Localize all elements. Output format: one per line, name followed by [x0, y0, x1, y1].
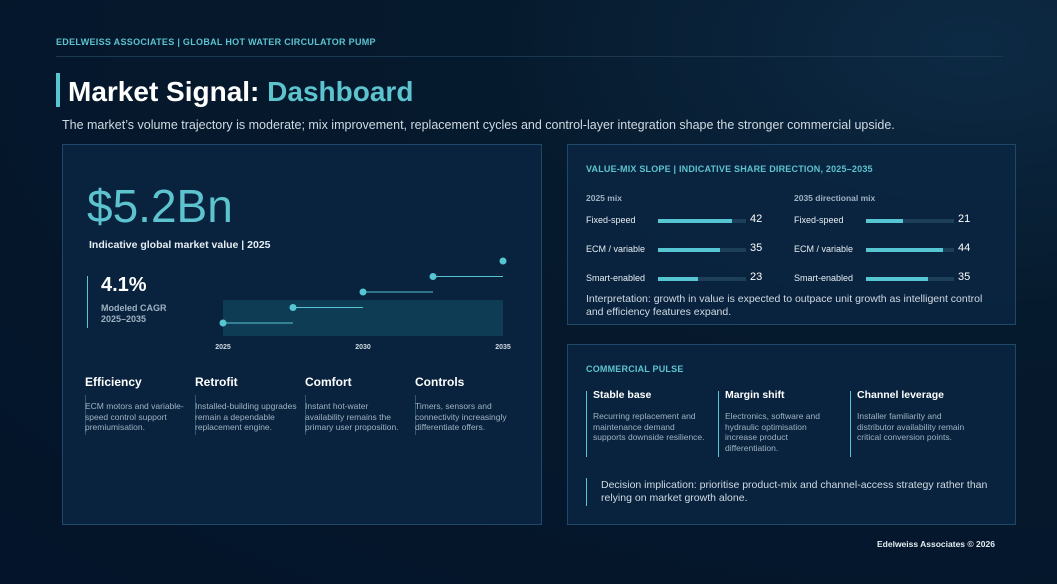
trend-tick-label: 2035: [495, 344, 511, 351]
mix-row-value: 44: [958, 242, 971, 254]
pulse-text: Installer familiarity and distributor av…: [857, 411, 965, 442]
trend-point: [429, 273, 437, 280]
header-divider: [56, 56, 1003, 57]
pillar-text: Instant hot-water availability remains t…: [305, 401, 399, 432]
mix-heading: VALUE-MIX SLOPE | INDICATIVE SHARE DIREC…: [586, 164, 873, 174]
mix-row: ECM / variable 44: [794, 242, 984, 258]
mix-row: Fixed-speed 42: [586, 213, 776, 229]
mix-row: Smart-enabled 23: [586, 271, 776, 287]
page-title-accent: Dashboard: [267, 76, 414, 107]
mix-bar-track: [866, 248, 954, 252]
trend-tick-label: 2025: [215, 344, 231, 351]
mix-2035-title: 2035 directional mix: [794, 193, 876, 203]
page-title: Market Signal: Dashboard: [68, 76, 413, 108]
mix-row-value: 35: [958, 271, 971, 283]
mix-bar-track: [658, 277, 746, 281]
market-value-panel: $5.2Bn Indicative global market value | …: [62, 144, 542, 525]
cagr-accent-bar: [87, 276, 88, 328]
mix-row-value: 42: [750, 213, 763, 225]
decision-implication: Decision implication: prioritise product…: [601, 479, 988, 504]
mix-row-label: ECM / variable: [586, 244, 646, 254]
trend-point: [359, 288, 367, 296]
mix-row: Smart-enabled 35: [794, 271, 984, 287]
pulse-item-channel-leverage: Channel leverage Installer familiarity a…: [850, 389, 970, 457]
pillar-divider: [85, 395, 86, 435]
pulse-title: Channel leverage: [857, 389, 944, 401]
pillar-divider: [195, 395, 196, 435]
mix-row: ECM / variable 35: [586, 242, 776, 258]
footer-copyright: Edelweiss Associates © 2026: [877, 539, 995, 549]
mix-bar-fill: [866, 277, 928, 281]
mix-row-value: 35: [750, 242, 763, 254]
mix-row-label: Fixed-speed: [586, 215, 636, 225]
mix-bar-fill: [866, 219, 903, 223]
pillar-title: Efficiency: [85, 375, 142, 389]
market-value-caption: Indicative global market value | 2025: [89, 239, 271, 251]
pulse-item-stable-base: Stable base Recurring replacement and ma…: [586, 389, 706, 457]
decision-accent-bar: [586, 478, 587, 506]
mix-2025-title: 2025 mix: [586, 193, 622, 203]
mix-bar-track: [658, 248, 746, 252]
mix-row: Fixed-speed 21: [794, 213, 984, 229]
growth-trend-chart: 2025 2030 2035: [215, 257, 511, 351]
pulse-text: Electronics, software and hydraulic opti…: [725, 411, 820, 453]
mix-bar-fill: [658, 277, 699, 281]
mix-bar-track: [866, 219, 954, 223]
market-value: $5.2Bn: [87, 180, 233, 232]
value-mix-panel: VALUE-MIX SLOPE | INDICATIVE SHARE DIREC…: [567, 144, 1016, 325]
mix-row-value: 23: [750, 271, 763, 283]
pulse-title: Stable base: [593, 389, 652, 401]
pillar-text: Installed-building upgrades remain a dep…: [195, 401, 297, 432]
trend-point: [289, 304, 297, 311]
cagr-value: 4.1%: [101, 274, 147, 296]
pillar-title: Retrofit: [195, 375, 238, 389]
pillar-title: Comfort: [305, 375, 352, 389]
trend-point: [219, 319, 227, 327]
pulse-text: Recurring replacement and maintenance de…: [593, 411, 705, 442]
mix-bar-track: [866, 277, 954, 281]
pillar-text: Timers, sensors and connectivity increas…: [415, 401, 507, 432]
pulse-accent-bar: [850, 391, 851, 457]
mix-bar-track: [658, 219, 746, 223]
trend-point: [499, 257, 507, 265]
pulse-title: Margin shift: [725, 389, 785, 401]
mix-bar-fill: [658, 219, 732, 223]
mix-row-label: Smart-enabled: [586, 273, 646, 283]
mix-bar-fill: [658, 248, 720, 252]
mix-row-value: 21: [958, 213, 971, 225]
pulse-accent-bar: [586, 391, 587, 457]
page-title-main: Market Signal:: [68, 76, 268, 107]
pulse-item-margin-shift: Margin shift Electronics, software and h…: [718, 389, 838, 457]
pulse-accent-bar: [718, 391, 719, 457]
mix-row-label: Smart-enabled: [794, 273, 854, 283]
trend-tick-label: 2030: [355, 344, 371, 351]
pulse-heading: COMMERCIAL PULSE: [586, 364, 684, 374]
mix-row-label: ECM / variable: [794, 244, 854, 254]
commercial-pulse-panel: COMMERCIAL PULSE Stable base Recurring r…: [567, 344, 1016, 525]
mix-row-label: Fixed-speed: [794, 215, 844, 225]
mix-interpretation: Interpretation: growth in value is expec…: [586, 293, 983, 318]
page-subtitle: The market’s volume trajectory is modera…: [62, 118, 895, 132]
title-accent-bar: [56, 73, 60, 107]
pillar-divider: [415, 395, 416, 435]
pillar-title: Controls: [415, 375, 465, 389]
mix-bar-fill: [866, 248, 944, 252]
chart-band: [223, 300, 503, 336]
cagr-label: Modeled CAGR 2025–2035: [101, 303, 167, 324]
pillar-text: ECM motors and variable-speed control su…: [85, 401, 184, 432]
pillar-divider: [305, 395, 306, 435]
header-label: EDELWEISS ASSOCIATES | GLOBAL HOT WATER …: [56, 37, 376, 47]
